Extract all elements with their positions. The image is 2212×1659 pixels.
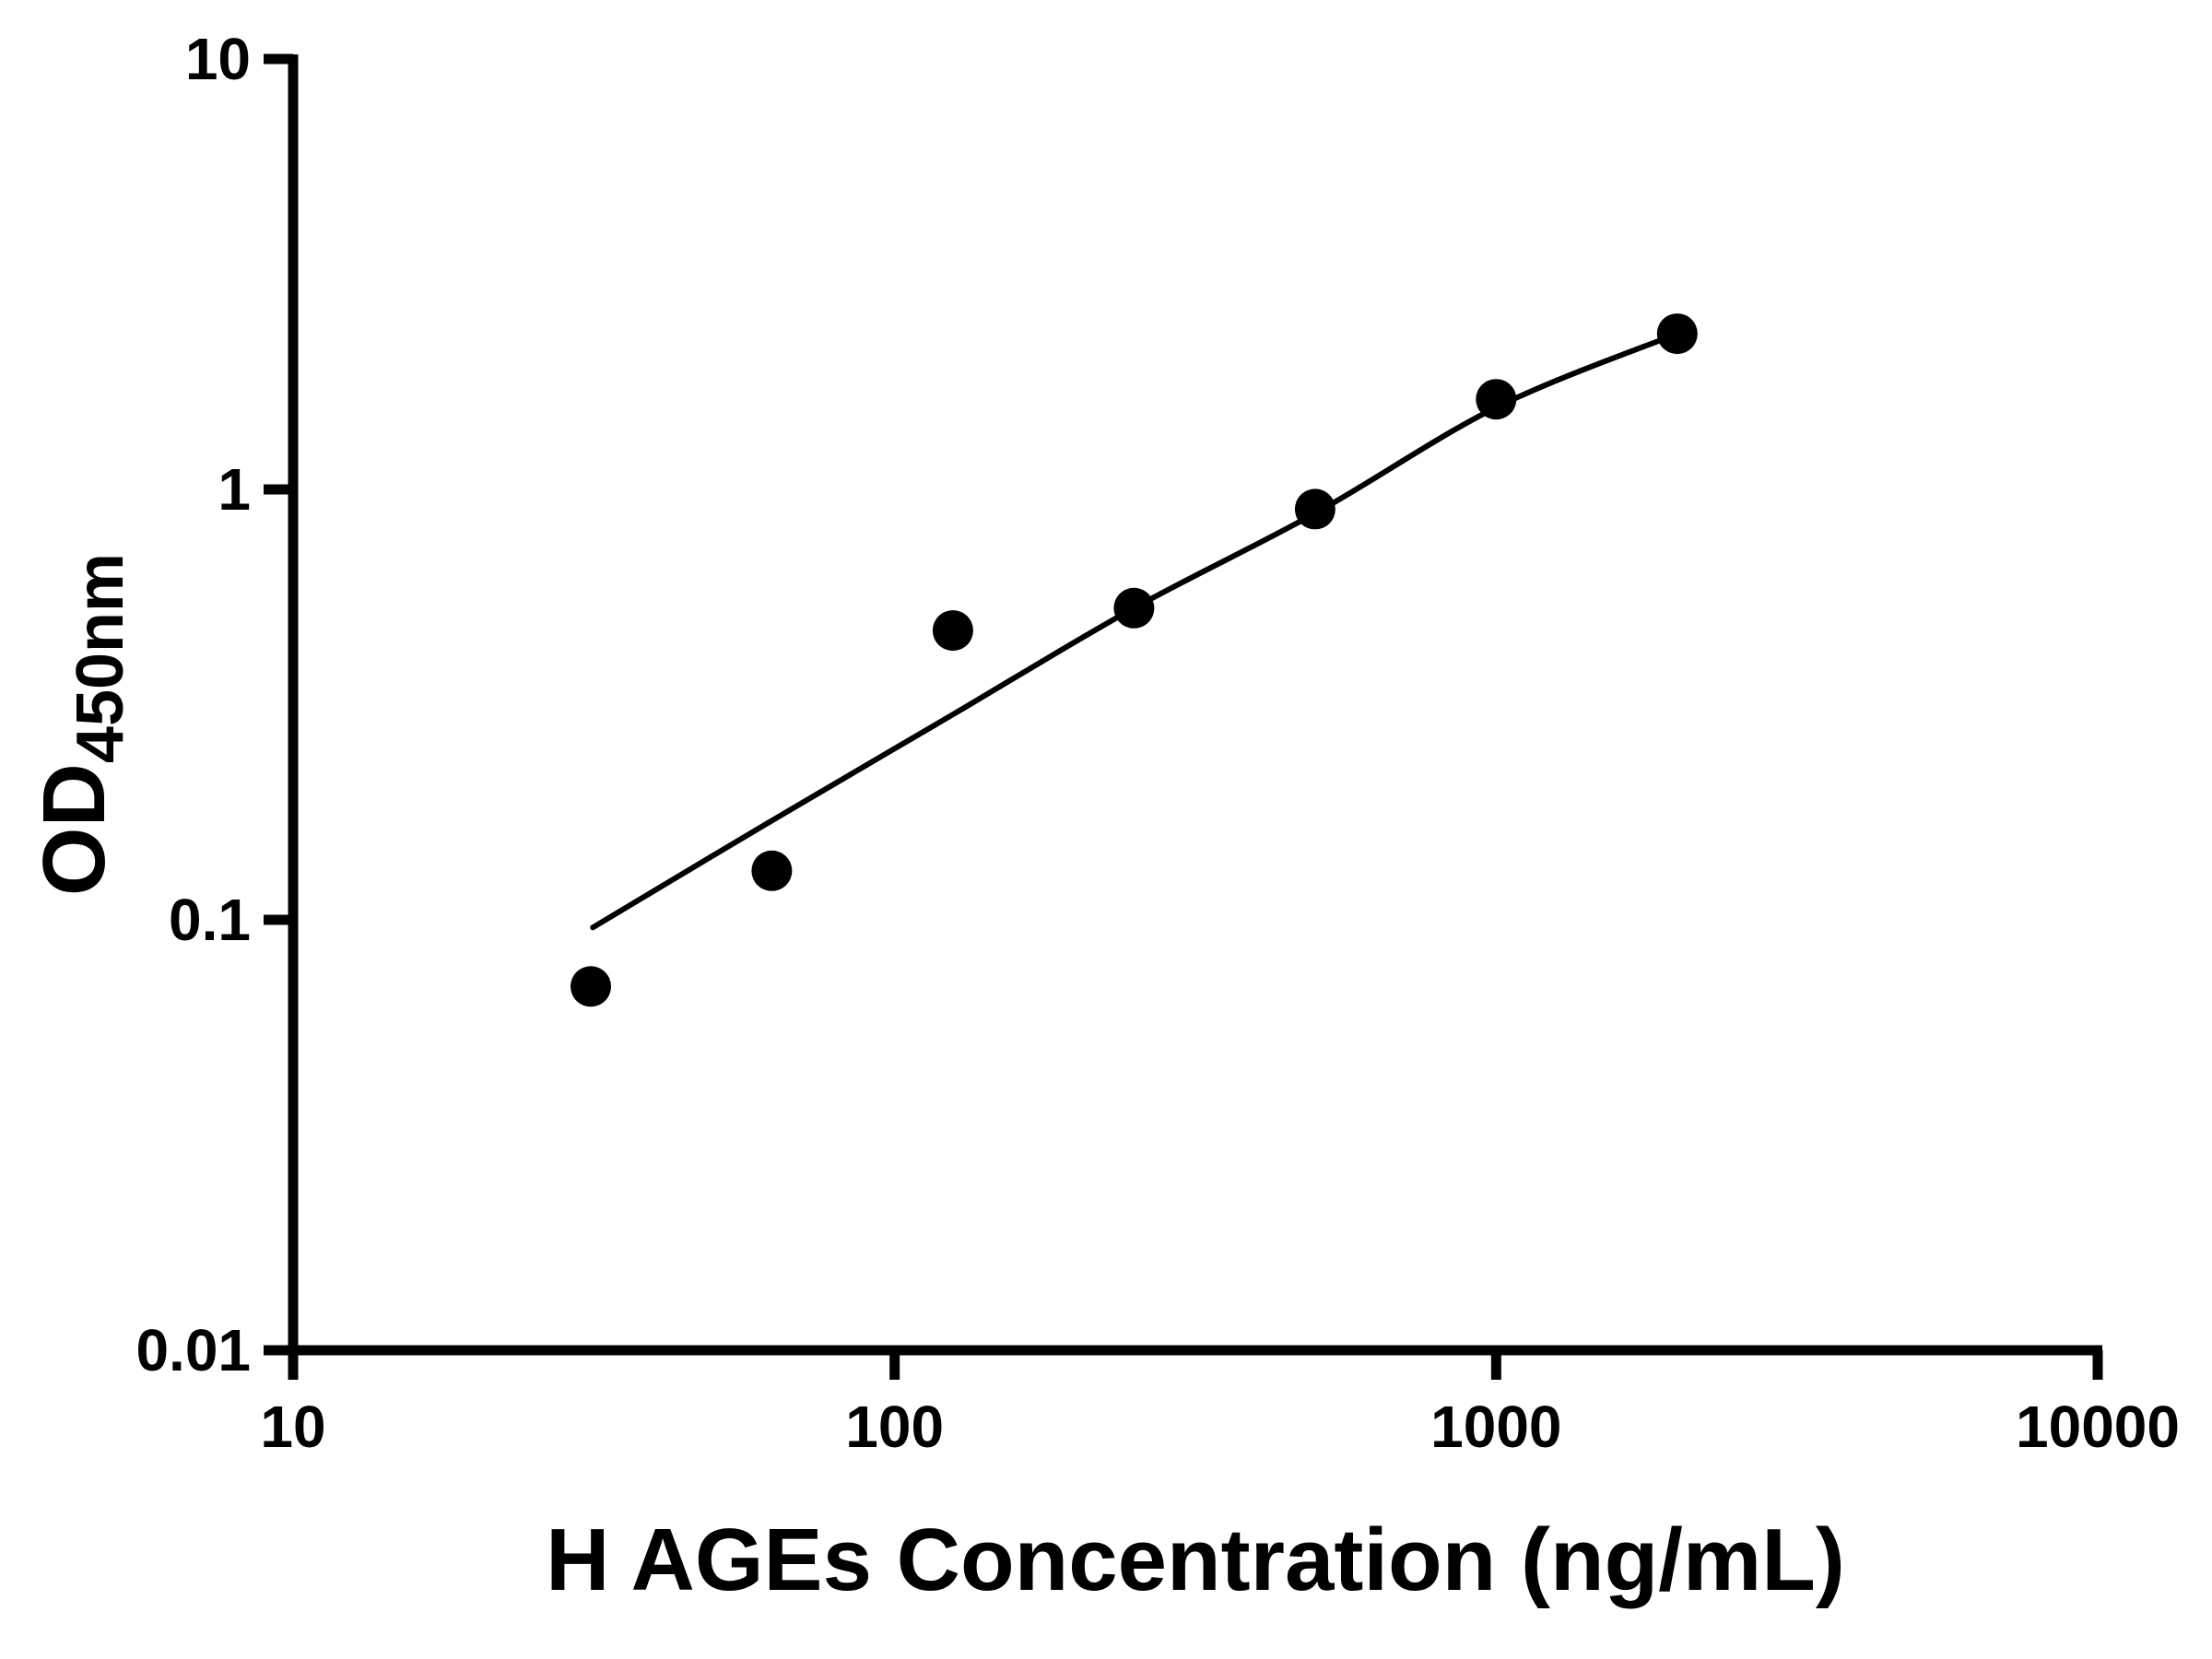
- y-axis-title: OD450nm: [24, 553, 138, 896]
- y-tick-label: 0.01: [135, 1317, 251, 1383]
- x-tick-label: 10: [260, 1394, 325, 1460]
- data-point: [1113, 587, 1155, 629]
- data-point: [1294, 488, 1335, 530]
- y-tick-label: 10: [185, 26, 251, 92]
- data-point: [571, 966, 611, 1007]
- fit-curve: [590, 331, 1680, 931]
- x-tick-label: 100: [845, 1394, 944, 1460]
- data-point: [751, 850, 793, 891]
- y-axis-title-subscript: 450nm: [64, 552, 137, 764]
- x-tick-label: 10000: [2016, 1394, 2180, 1460]
- data-point: [1656, 313, 1698, 355]
- data-point: [1476, 379, 1517, 420]
- x-axis-title: H AGEs Concentration (ng/mL): [546, 1511, 1845, 1609]
- data-point: [932, 610, 973, 652]
- y-tick-label: 1: [218, 456, 251, 523]
- x-tick-label: 1000: [1430, 1394, 1561, 1460]
- y-axis-title-main: OD: [25, 763, 124, 897]
- y-tick-label: 0.1: [169, 887, 251, 953]
- axes: [288, 54, 2102, 1356]
